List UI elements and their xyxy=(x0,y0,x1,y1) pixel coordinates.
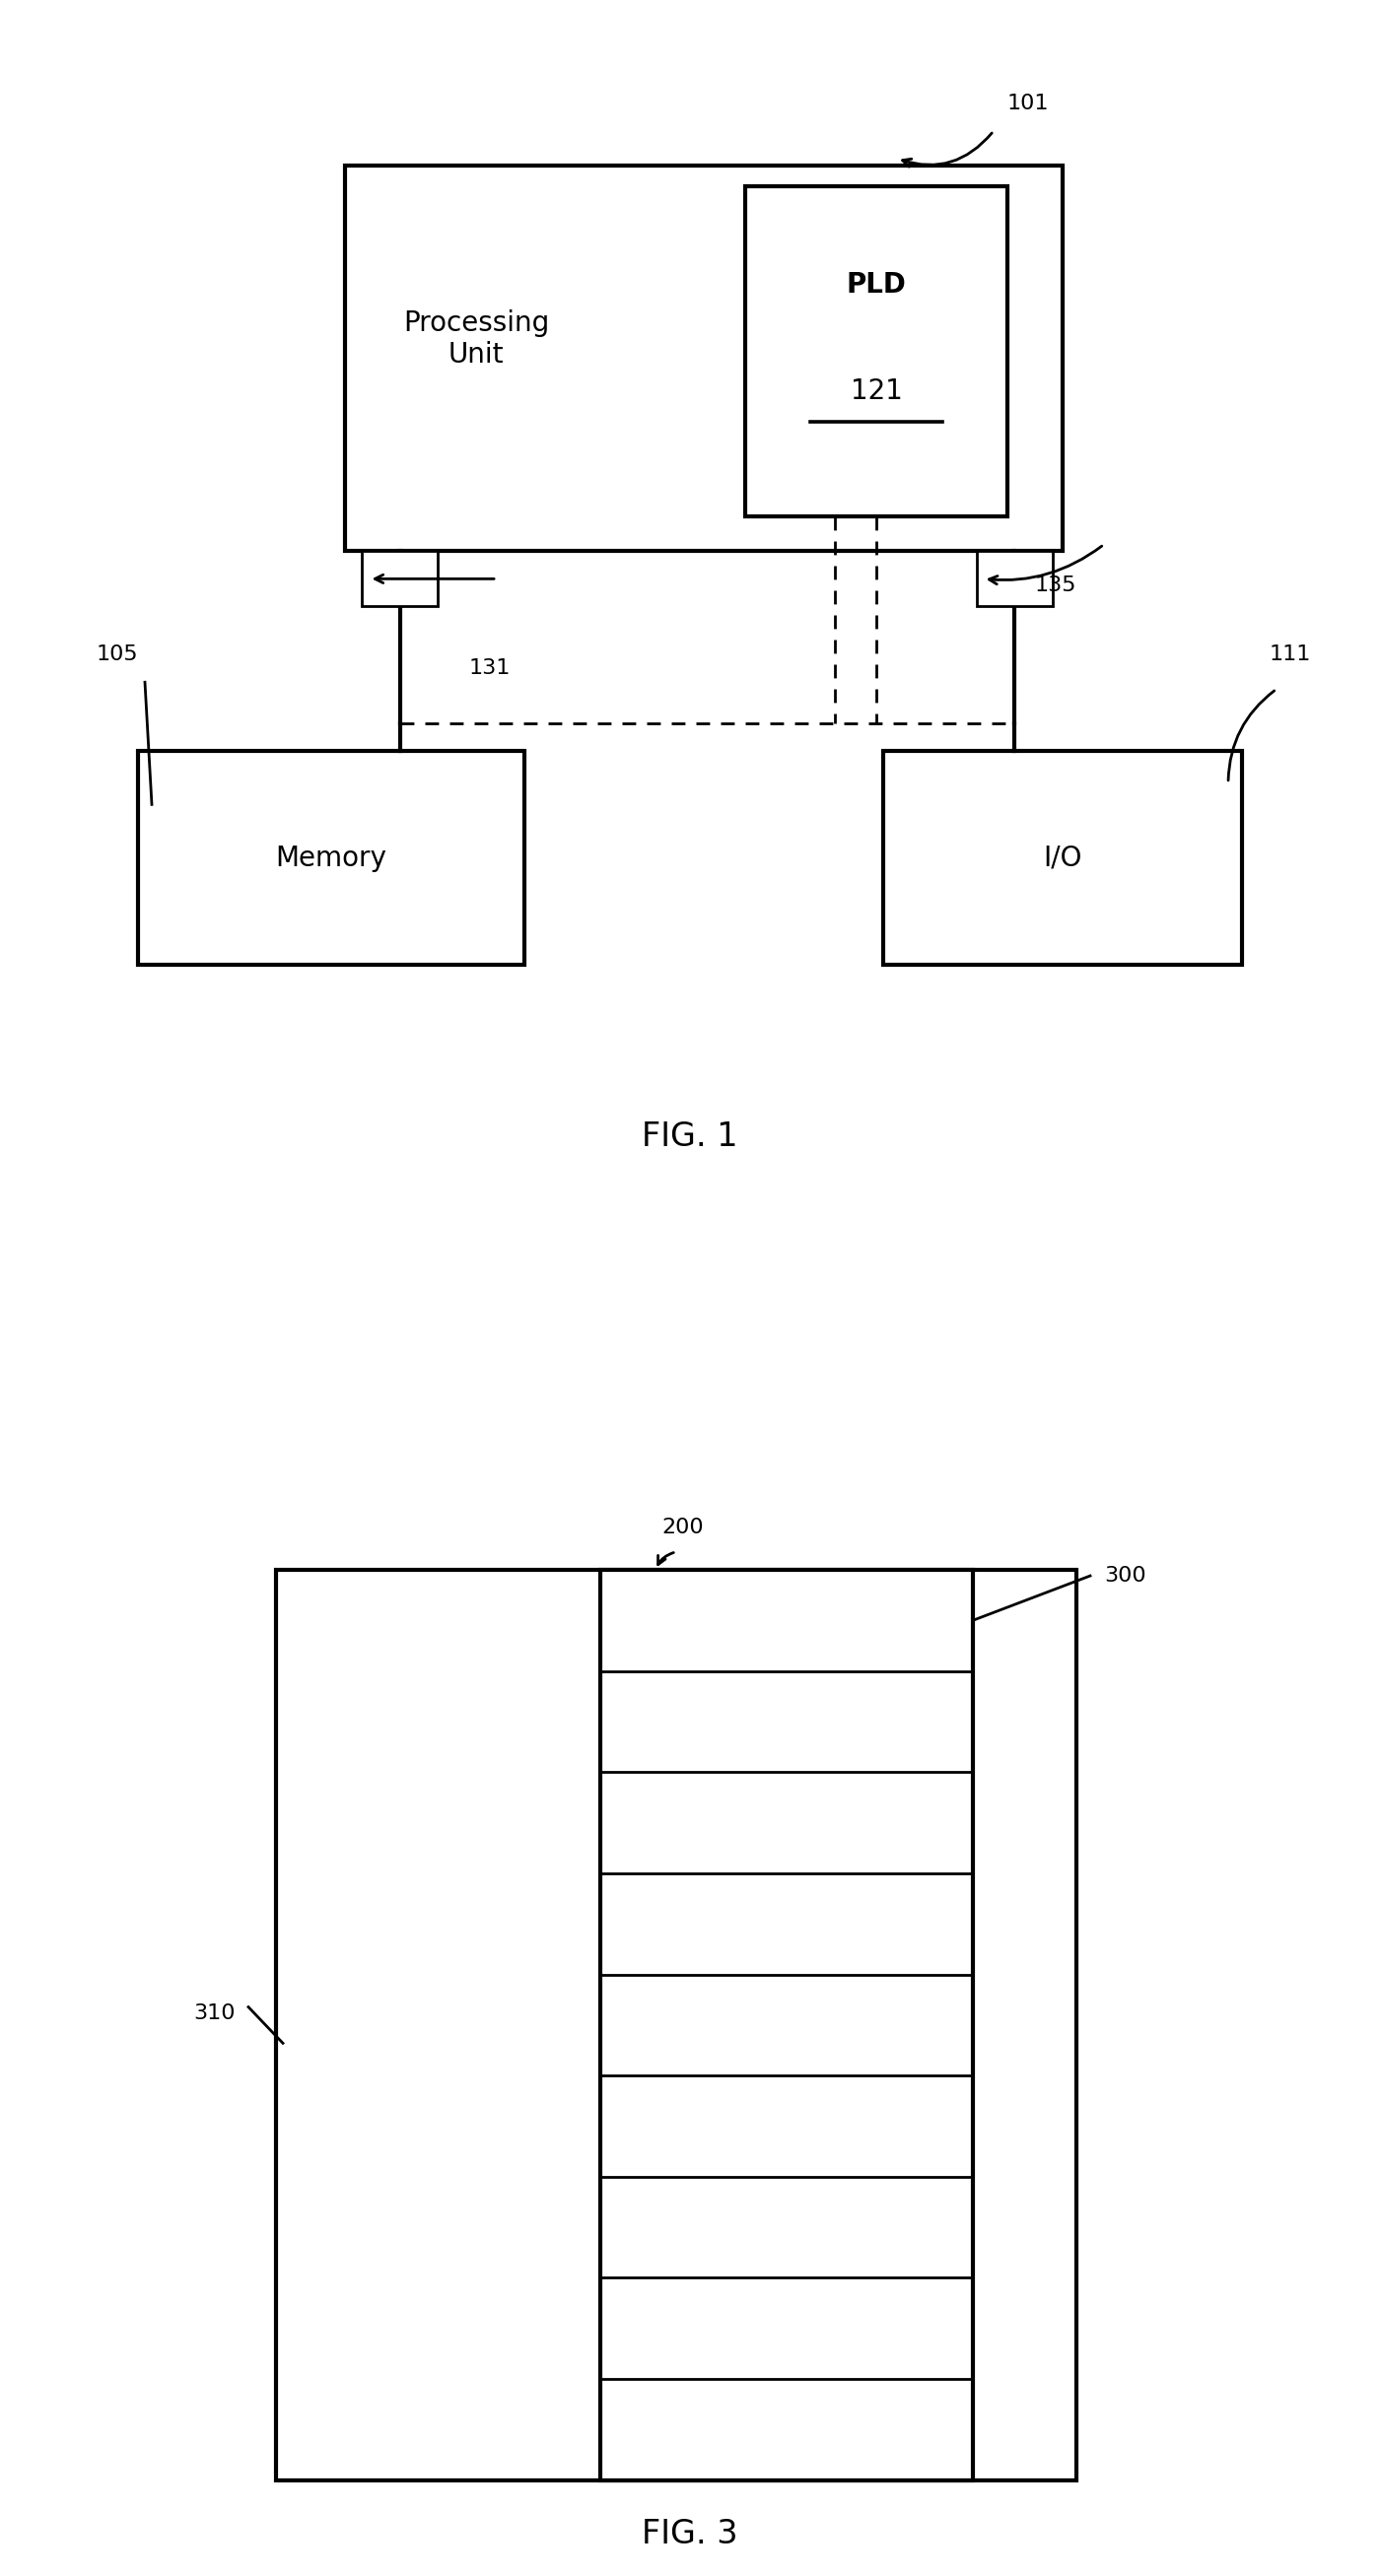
Text: I/O: I/O xyxy=(1043,845,1082,871)
Bar xyxy=(883,752,1242,966)
Text: 111: 111 xyxy=(1270,644,1311,665)
Text: Processing
Unit: Processing Unit xyxy=(403,309,549,368)
Text: 135: 135 xyxy=(1035,577,1076,595)
Text: 131: 131 xyxy=(469,659,511,677)
Text: 200: 200 xyxy=(662,1517,704,1538)
Text: PLD: PLD xyxy=(846,270,907,299)
Text: 310: 310 xyxy=(193,2004,235,2022)
Bar xyxy=(362,551,437,605)
Text: 101: 101 xyxy=(1007,93,1049,113)
Bar xyxy=(745,185,1007,518)
Text: FIG. 1: FIG. 1 xyxy=(642,1121,738,1154)
Text: Memory: Memory xyxy=(276,845,386,871)
Bar xyxy=(977,551,1052,605)
Text: 300: 300 xyxy=(1104,1566,1145,1587)
Text: FIG. 3: FIG. 3 xyxy=(642,2517,738,2550)
Text: 105: 105 xyxy=(97,644,138,665)
Bar xyxy=(138,752,524,966)
Bar xyxy=(600,1569,973,2481)
Bar xyxy=(345,165,1063,551)
Text: 121: 121 xyxy=(850,376,903,404)
Bar xyxy=(276,1569,1076,2481)
